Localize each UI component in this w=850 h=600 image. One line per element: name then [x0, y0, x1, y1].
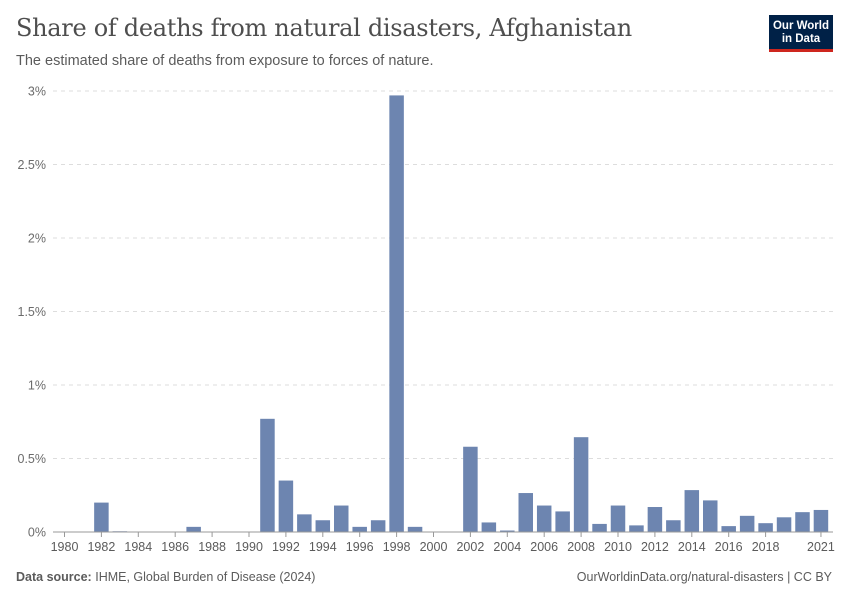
- x-tick-label: 2006: [530, 540, 558, 554]
- x-tick-label: 2000: [420, 540, 448, 554]
- bar-2018[interactable]: [758, 523, 773, 532]
- y-tick-label: 2.5%: [18, 158, 47, 172]
- y-axis-labels: 0% 0.5% 1% 1.5% 2% 2.5% 3%: [18, 85, 47, 540]
- bar-2020[interactable]: [795, 512, 810, 532]
- bar-1999[interactable]: [407, 526, 423, 532]
- bar-2019[interactable]: [776, 517, 792, 532]
- logo-line-2: in Data: [781, 33, 821, 45]
- bar-2012[interactable]: [647, 507, 663, 532]
- bar-2011[interactable]: [629, 525, 644, 532]
- x-tick-label: 2018: [752, 540, 780, 554]
- bars: [94, 95, 829, 532]
- owid-logo[interactable]: Our World in Data: [769, 15, 833, 52]
- x-tick-label: 1980: [51, 540, 79, 554]
- bar-1992[interactable]: [278, 480, 294, 532]
- chart-title: Share of deaths from natural disasters, …: [16, 14, 632, 42]
- bar-2004[interactable]: [500, 530, 515, 532]
- x-tick-label: 1998: [383, 540, 411, 554]
- data-source-label: Data source:: [16, 570, 92, 584]
- bar-1998[interactable]: [389, 95, 404, 532]
- y-tick-label: 1%: [28, 379, 46, 393]
- x-tick-label: 2021: [807, 540, 835, 554]
- x-tick-label: 2012: [641, 540, 669, 554]
- bar-1995[interactable]: [334, 505, 349, 532]
- bar-2006[interactable]: [536, 505, 552, 532]
- x-tick-label: 2014: [678, 540, 706, 554]
- bar-1987[interactable]: [186, 526, 201, 532]
- bar-2009[interactable]: [592, 523, 607, 532]
- x-tick-label: 1984: [124, 540, 152, 554]
- bar-1997[interactable]: [370, 520, 386, 532]
- data-source: Data source: IHME, Global Burden of Dise…: [16, 570, 315, 584]
- x-tick-label: 2004: [493, 540, 521, 554]
- x-tick-label: 1996: [346, 540, 374, 554]
- x-tick-label: 2008: [567, 540, 595, 554]
- logo-line-1: Our World: [772, 20, 829, 32]
- x-tick-label: 1986: [161, 540, 189, 554]
- x-tick-label: 2002: [456, 540, 484, 554]
- bar-1996[interactable]: [352, 526, 367, 532]
- x-tick-label: 1982: [87, 540, 115, 554]
- x-axis-labels: 1980 1982 1984 1986 1988 1990 1992 1994 1996 1998…: [51, 532, 835, 554]
- bar-2008[interactable]: [573, 437, 589, 532]
- x-tick-label: 2010: [604, 540, 632, 554]
- bar-2017[interactable]: [739, 515, 755, 532]
- data-source-text: IHME, Global Burden of Disease (2024): [95, 570, 316, 584]
- x-tick-label: 1992: [272, 540, 300, 554]
- y-tick-label: 0%: [28, 526, 46, 540]
- bar-2015[interactable]: [703, 500, 718, 532]
- y-tick-label: 2%: [28, 232, 46, 246]
- y-tick-label: 1.5%: [18, 305, 47, 319]
- y-tick-label: 3%: [28, 85, 46, 99]
- bar-2010[interactable]: [610, 505, 626, 532]
- x-tick-label: 2016: [715, 540, 743, 554]
- gridlines: [53, 90, 833, 459]
- bar-2014[interactable]: [684, 490, 700, 532]
- chart-subtitle: The estimated share of deaths from expos…: [16, 53, 434, 69]
- bar-1993[interactable]: [297, 514, 312, 532]
- bar-2016[interactable]: [721, 526, 736, 532]
- bar-1994[interactable]: [315, 520, 331, 532]
- bar-1991[interactable]: [260, 418, 275, 532]
- footer-link[interactable]: OurWorldinData.org/natural-disasters | C…: [576, 570, 832, 584]
- y-tick-label: 0.5%: [18, 452, 47, 466]
- x-tick-label: 1994: [309, 540, 337, 554]
- bar-2013[interactable]: [666, 520, 681, 532]
- bar-2002[interactable]: [463, 446, 478, 532]
- x-tick-label: 1990: [235, 540, 263, 554]
- bar-2007[interactable]: [555, 511, 570, 532]
- x-tick-label: 1988: [198, 540, 226, 554]
- bar-1982[interactable]: [94, 502, 109, 532]
- bar-2005[interactable]: [518, 493, 534, 532]
- bar-2003[interactable]: [481, 522, 497, 532]
- bar-2021[interactable]: [813, 509, 829, 532]
